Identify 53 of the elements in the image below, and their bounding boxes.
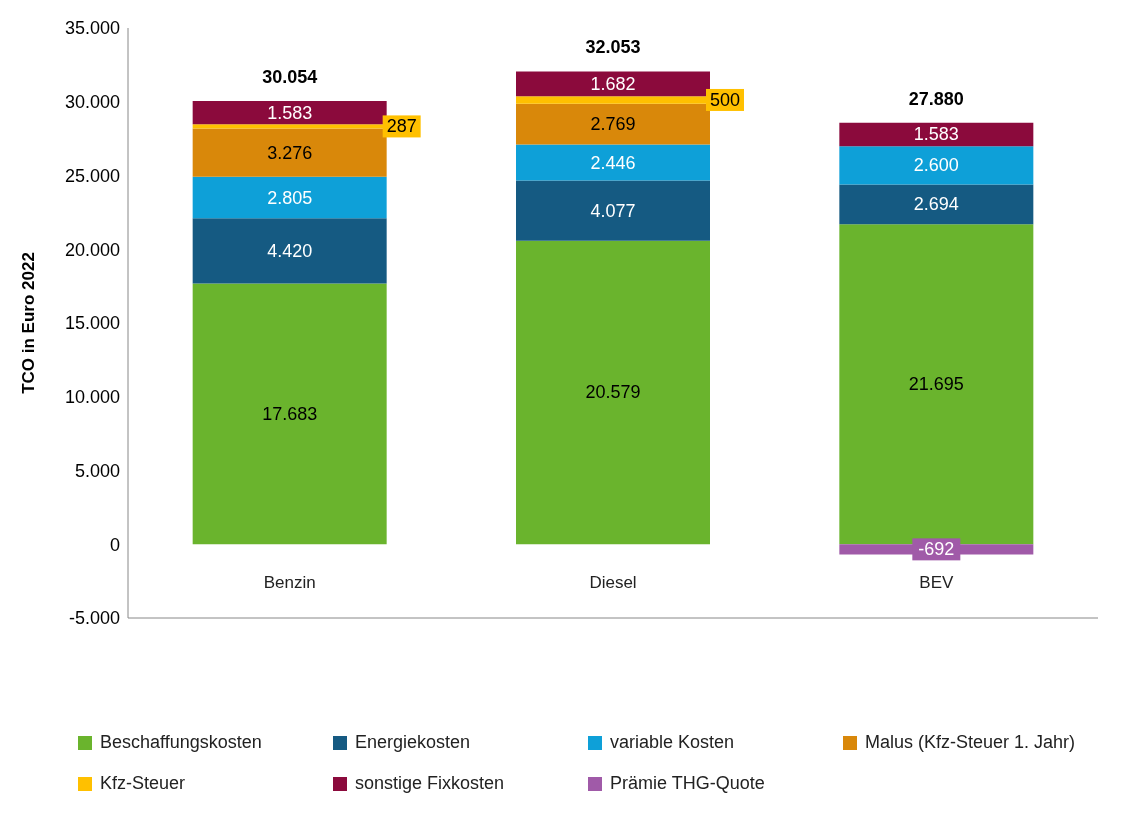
legend-label: Prämie THG-Quote	[610, 773, 765, 794]
y-tick-label: 10.000	[64, 387, 120, 408]
data-label: 2.769	[590, 114, 636, 135]
y-tick-label: 15.000	[64, 313, 120, 334]
y-tick-label: -5.000	[68, 608, 120, 629]
data-label: 2.694	[913, 194, 959, 215]
y-tick-label: 20.000	[64, 239, 120, 260]
bar	[192, 128, 387, 177]
bar	[839, 184, 1034, 225]
data-label: 20.579	[585, 382, 641, 403]
data-label: 4.077	[590, 200, 636, 221]
y-tick-label: 35.000	[64, 18, 120, 39]
y-tick-label: 25.000	[64, 165, 120, 186]
y-tick-label: 30.000	[64, 92, 120, 113]
data-label: 1.682	[590, 73, 636, 94]
data-label: 3.276	[267, 142, 313, 163]
legend-label: variable Kosten	[610, 732, 735, 753]
data-label: 1.583	[267, 102, 313, 123]
total-label: 27.880	[908, 88, 964, 109]
data-label: 4.420	[267, 240, 313, 261]
bar	[516, 180, 710, 241]
y-tick-label: 0	[109, 534, 120, 555]
data-label: 2.805	[267, 187, 313, 208]
total-label: 30.054	[262, 66, 318, 87]
x-tick-label: BEV	[919, 573, 954, 593]
data-label: 1.583	[913, 124, 959, 145]
data-label: -692	[918, 539, 955, 560]
x-tick-label: Diesel	[589, 573, 637, 593]
bar	[839, 122, 1034, 147]
legend-label: Malus (Kfz-Steuer 1. Jahr)	[865, 732, 1076, 753]
y-axis-title: TCO in Euro 2022	[19, 252, 39, 394]
data-label: 500	[709, 89, 741, 110]
data-label: 2.600	[913, 155, 959, 176]
total-label: 32.053	[585, 37, 641, 58]
y-tick-label: 5.000	[74, 460, 120, 481]
bar	[192, 218, 387, 284]
data-label: 2.446	[590, 152, 636, 173]
data-label: 21.695	[908, 374, 964, 395]
x-tick-label: Benzin	[263, 573, 316, 593]
data-label: 287	[386, 116, 417, 137]
legend-label: Kfz-Steuer	[100, 773, 186, 794]
bar	[192, 283, 387, 545]
bar	[192, 176, 387, 219]
legend-label: Beschaffungskosten	[100, 732, 262, 753]
legend-label: sonstige Fixkosten	[355, 773, 505, 794]
data-label: 17.683	[262, 403, 318, 424]
bar	[516, 240, 710, 545]
bar	[516, 71, 710, 97]
legend-label: Energiekosten	[355, 732, 471, 753]
bar	[192, 100, 387, 125]
bar	[516, 103, 710, 145]
bar	[516, 144, 710, 181]
bar	[839, 146, 1034, 185]
